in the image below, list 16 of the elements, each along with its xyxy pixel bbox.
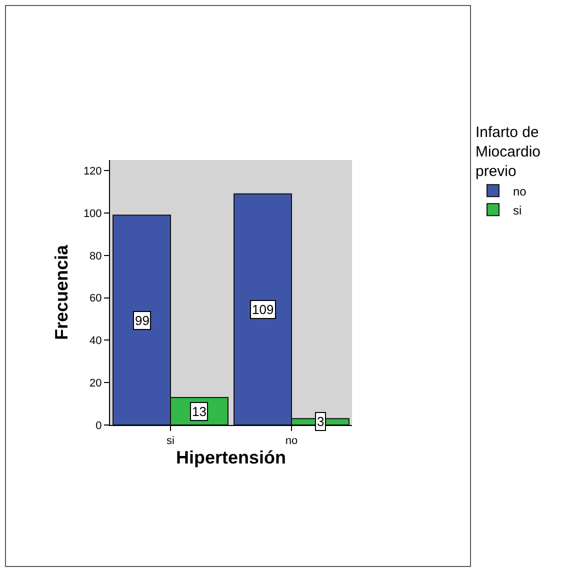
- data-label: 3: [317, 414, 324, 429]
- y-tick-label: 60: [90, 292, 102, 305]
- y-tick-label: 120: [83, 165, 102, 178]
- data-label: 109: [252, 302, 274, 317]
- y-tick-label: 100: [83, 208, 102, 220]
- y-axis-title: Frecuencia: [52, 244, 72, 340]
- legend-label: no: [513, 184, 527, 198]
- legend-title: Infarto de Miocardio previo: [475, 124, 541, 180]
- y-tick-label: 80: [90, 250, 102, 262]
- data-label: 13: [192, 404, 206, 419]
- x-axis-title: Hipertensión: [176, 447, 286, 468]
- y-tick-label: 20: [90, 377, 102, 390]
- y-tick-label: 40: [90, 335, 102, 348]
- data-label: 99: [135, 313, 150, 328]
- legend-label: si: [513, 203, 522, 218]
- y-tick-label: 0: [96, 420, 102, 432]
